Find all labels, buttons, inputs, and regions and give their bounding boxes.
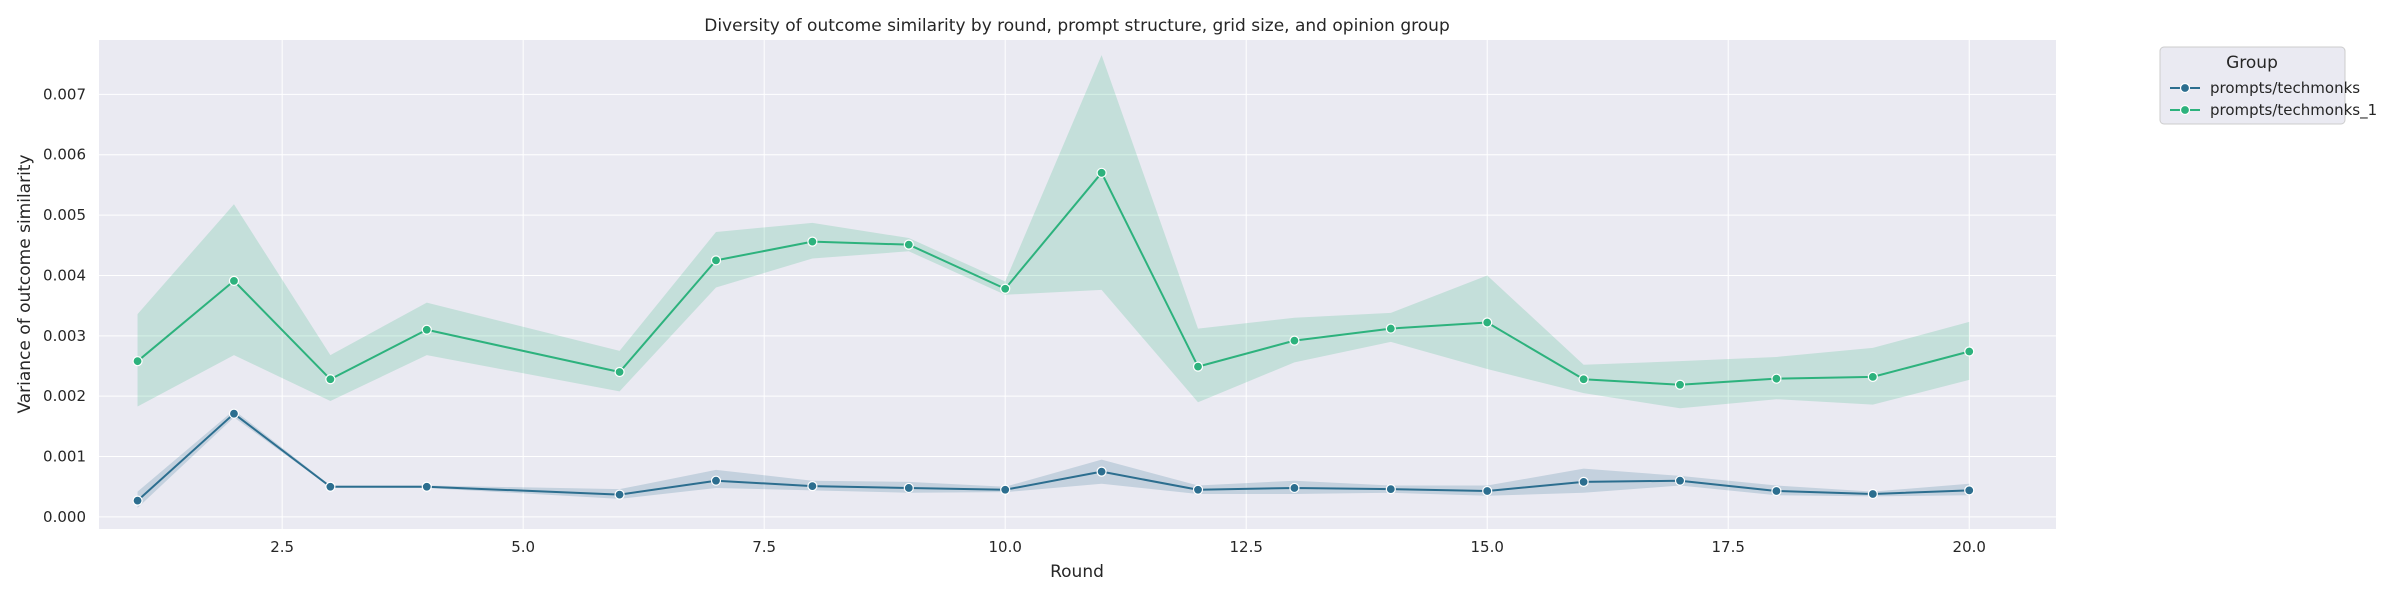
data-point [807, 481, 818, 492]
grid [99, 40, 2056, 529]
data-point [325, 481, 336, 492]
data-point [132, 356, 143, 367]
data-point [421, 324, 432, 335]
data-point [228, 408, 240, 419]
x-tick-label: 10.0 [988, 538, 1021, 556]
data-point [903, 482, 914, 494]
plot-background [99, 40, 2056, 529]
x-tick-label: 15.0 [1471, 538, 1504, 556]
data-point [1482, 317, 1493, 328]
data-point [1289, 335, 1300, 346]
data-point [1192, 361, 1204, 372]
data-point [1578, 374, 1589, 385]
chart-title: Diversity of outcome similarity by round… [704, 16, 1450, 36]
data-point [1674, 475, 1686, 486]
data-point [1096, 167, 1107, 178]
data-point [1578, 476, 1589, 488]
data-point [1000, 484, 1011, 495]
x-tick-label: 17.5 [1712, 538, 1745, 556]
y-tick-label: 0.006 [43, 146, 86, 164]
y-tick-label: 0.003 [43, 327, 86, 345]
y-tick-label: 0.007 [43, 85, 86, 103]
series-points [132, 167, 1975, 506]
data-point [1192, 484, 1204, 495]
x-tick-label: 20.0 [1953, 538, 1986, 556]
legend-items: prompts/techmonks prompts/techmonks_1 [2170, 79, 2377, 120]
data-point [1964, 346, 1975, 357]
confidence-band-1 [137, 410, 1970, 508]
y-tick-label: 0.004 [43, 266, 86, 284]
x-tick-labels: 2.5 5.0 7.5 10.0 12.5 15.0 17.5 20.0 [270, 538, 1986, 556]
data-point [903, 239, 914, 250]
legend: Group prompts/techmonksprompts/techmonks… [2159, 46, 2377, 125]
data-point [1867, 488, 1878, 500]
legend-label-1: prompts/techmonks [2210, 79, 2360, 97]
data-point [1289, 482, 1300, 494]
data-point [1964, 485, 1975, 496]
legend-title: Group [2226, 53, 2278, 73]
y-tick-label: 0.000 [43, 508, 86, 526]
data-point [1096, 466, 1107, 477]
data-point [1674, 379, 1686, 390]
legend-box [2159, 46, 2346, 125]
data-point [132, 495, 143, 506]
legend-marker-2 [2179, 104, 2191, 116]
data-point [325, 374, 336, 385]
data-point [614, 366, 625, 378]
data-point [1482, 485, 1493, 497]
y-tick-label: 0.001 [43, 448, 86, 466]
data-point [1385, 323, 1396, 334]
data-point [1867, 371, 1878, 382]
x-tick-label: 7.5 [752, 538, 776, 556]
y-tick-label: 0.002 [43, 387, 86, 405]
x-axis-label: Round [1050, 562, 1104, 582]
data-point [1771, 485, 1782, 497]
data-point [807, 236, 818, 247]
data-point [710, 255, 722, 266]
data-point [1385, 484, 1396, 495]
x-tick-label: 5.0 [511, 538, 535, 556]
data-point [421, 481, 432, 492]
x-tick-label: 12.5 [1230, 538, 1263, 556]
y-tick-labels: 0.000 0.001 0.002 0.003 0.004 0.005 0.006 0.007 [43, 85, 86, 526]
legend-marker-1 [2179, 82, 2191, 94]
data-point [710, 475, 722, 486]
data-point [1000, 283, 1011, 294]
data-point [228, 275, 240, 286]
data-point [1771, 373, 1782, 384]
x-tick-label: 2.5 [270, 538, 294, 556]
legend-label-2: prompts/techmonks_1 [2210, 101, 2377, 120]
y-axis-label: Variance of outcome similarity [15, 154, 35, 413]
y-tick-label: 0.005 [43, 206, 86, 224]
data-point [614, 489, 625, 500]
